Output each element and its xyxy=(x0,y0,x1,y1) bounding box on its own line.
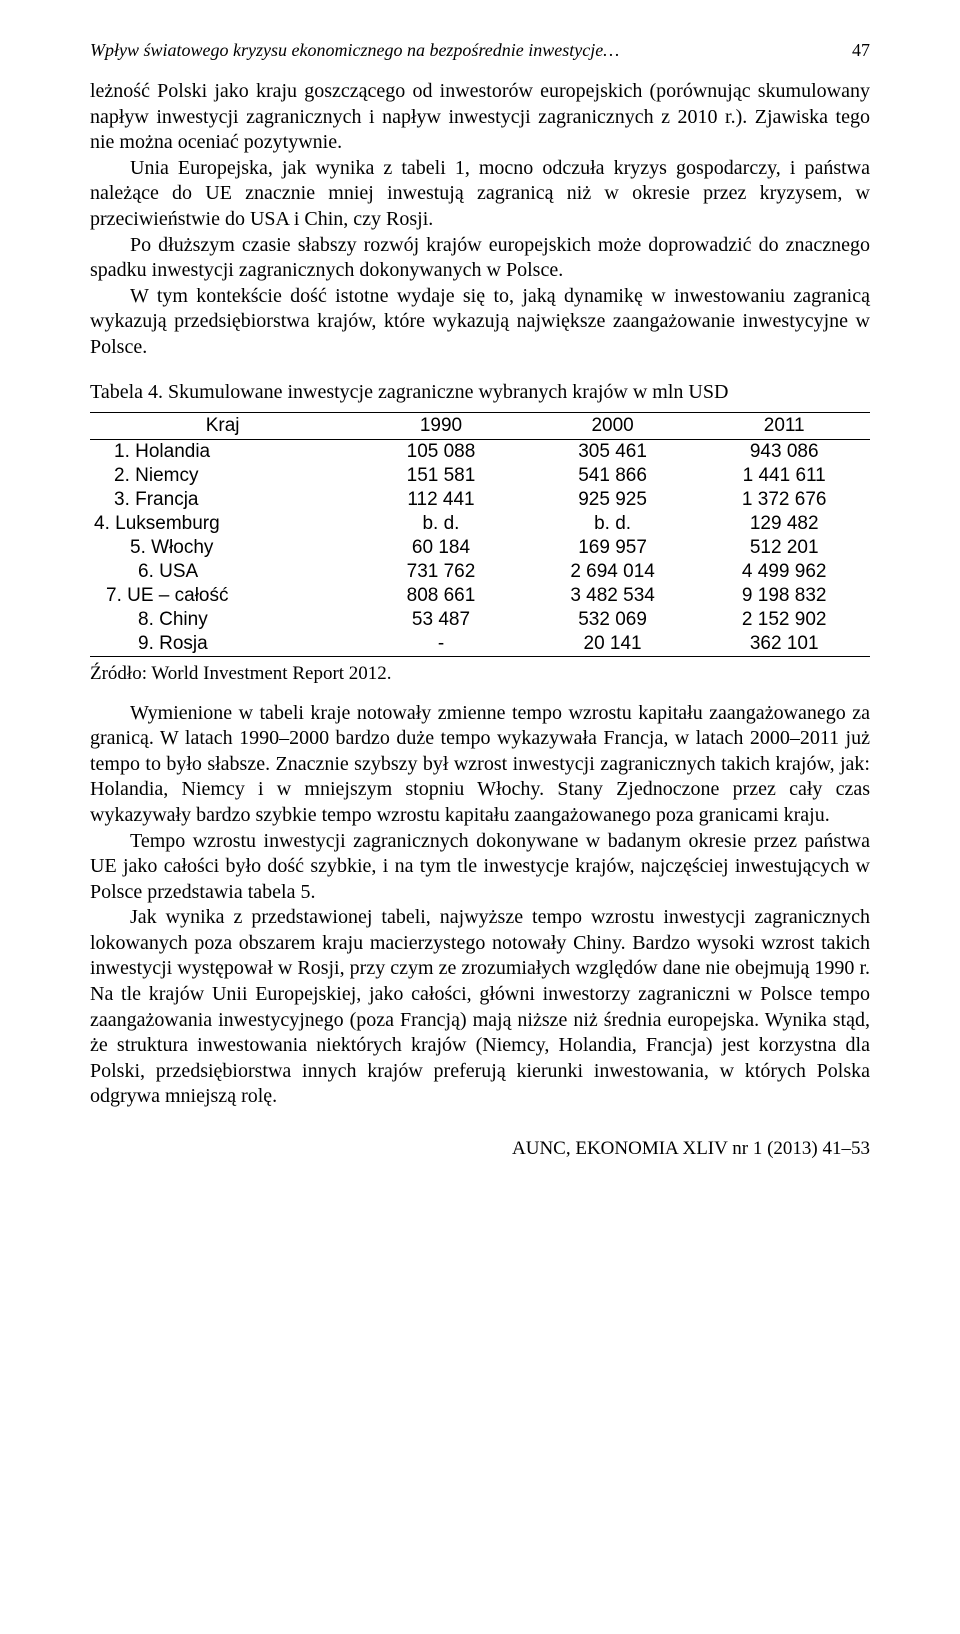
table4-header-row: Kraj 1990 2000 2011 xyxy=(90,412,870,439)
table4-col-1990: 1990 xyxy=(355,412,527,439)
page-number: 47 xyxy=(852,40,870,61)
paragraph-6: Tempo wzrostu inwestycji zagranicznych d… xyxy=(90,829,870,906)
cell-2011: 9 198 832 xyxy=(698,584,870,608)
cell-2000: 20 141 xyxy=(527,632,699,657)
cell-2011: 943 086 xyxy=(698,439,870,464)
table-row: 1. Holandia 105 088 305 461 943 086 xyxy=(90,439,870,464)
table-row: 4. Luksemburg b. d. b. d. 129 482 xyxy=(90,512,870,536)
cell-2011: 1 372 676 xyxy=(698,488,870,512)
cell-1990: 105 088 xyxy=(355,439,527,464)
cell-country: 2. Niemcy xyxy=(90,464,355,488)
cell-country: 4. Luksemburg xyxy=(90,512,355,536)
cell-2011: 129 482 xyxy=(698,512,870,536)
paragraph-3: Po dłuższym czasie słabszy rozwój krajów… xyxy=(90,233,870,284)
cell-2000: 3 482 534 xyxy=(527,584,699,608)
table-row: 2. Niemcy 151 581 541 866 1 441 611 xyxy=(90,464,870,488)
table-row: 6. USA 731 762 2 694 014 4 499 962 xyxy=(90,560,870,584)
cell-2000: 305 461 xyxy=(527,439,699,464)
paragraph-4: W tym kontekście dość istotne wydaje się… xyxy=(90,284,870,361)
running-title: Wpływ światowego kryzysu ekonomicznego n… xyxy=(90,40,619,61)
cell-1990: 53 487 xyxy=(355,608,527,632)
paragraph-1: leżność Polski jako kraju goszczącego od… xyxy=(90,79,870,156)
cell-1990: 731 762 xyxy=(355,560,527,584)
cell-1990: - xyxy=(355,632,527,657)
cell-2011: 362 101 xyxy=(698,632,870,657)
paragraph-2: Unia Europejska, jak wynika z tabeli 1, … xyxy=(90,156,870,233)
paragraph-5: Wymienione w tabeli kraje notowały zmien… xyxy=(90,701,870,829)
cell-2000: 532 069 xyxy=(527,608,699,632)
page-footer: AUNC, EKONOMIA XLIV nr 1 (2013) 41–53 xyxy=(90,1138,870,1160)
cell-2011: 4 499 962 xyxy=(698,560,870,584)
cell-1990: 112 441 xyxy=(355,488,527,512)
cell-country: 3. Francja xyxy=(90,488,355,512)
cell-2000: 2 694 014 xyxy=(527,560,699,584)
table4: Kraj 1990 2000 2011 1. Holandia 105 088 … xyxy=(90,412,870,657)
cell-country: 9. Rosja xyxy=(90,632,355,657)
table-row: 5. Włochy 60 184 169 957 512 201 xyxy=(90,536,870,560)
table-row: 7. UE – całość 808 661 3 482 534 9 198 8… xyxy=(90,584,870,608)
cell-1990: 60 184 xyxy=(355,536,527,560)
table-row: 3. Francja 112 441 925 925 1 372 676 xyxy=(90,488,870,512)
cell-country: 1. Holandia xyxy=(90,439,355,464)
table4-col-kraj: Kraj xyxy=(90,412,355,439)
cell-1990: b. d. xyxy=(355,512,527,536)
cell-2011: 1 441 611 xyxy=(698,464,870,488)
cell-country: 8. Chiny xyxy=(90,608,355,632)
page-container: Wpływ światowego kryzysu ekonomicznego n… xyxy=(0,0,960,1210)
cell-2000: 169 957 xyxy=(527,536,699,560)
cell-1990: 151 581 xyxy=(355,464,527,488)
cell-2000: b. d. xyxy=(527,512,699,536)
table4-col-2000: 2000 xyxy=(527,412,699,439)
cell-country: 6. USA xyxy=(90,560,355,584)
cell-2000: 925 925 xyxy=(527,488,699,512)
cell-2011: 2 152 902 xyxy=(698,608,870,632)
table4-caption: Tabela 4. Skumulowane inwestycje zagrani… xyxy=(90,381,870,404)
cell-country: 5. Włochy xyxy=(90,536,355,560)
cell-2000: 541 866 xyxy=(527,464,699,488)
table4-col-2011: 2011 xyxy=(698,412,870,439)
table-row: 8. Chiny 53 487 532 069 2 152 902 xyxy=(90,608,870,632)
cell-2011: 512 201 xyxy=(698,536,870,560)
table4-source: Źródło: World Investment Report 2012. xyxy=(90,663,870,685)
cell-country: 7. UE – całość xyxy=(90,584,355,608)
table-row: 9. Rosja - 20 141 362 101 xyxy=(90,632,870,657)
cell-1990: 808 661 xyxy=(355,584,527,608)
paragraph-7: Jak wynika z przedstawionej tabeli, najw… xyxy=(90,905,870,1110)
running-head: Wpływ światowego kryzysu ekonomicznego n… xyxy=(90,40,870,61)
